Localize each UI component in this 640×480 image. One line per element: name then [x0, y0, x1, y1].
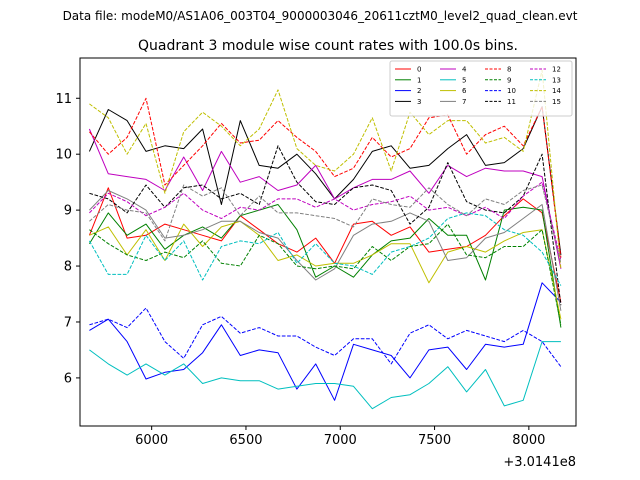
legend-label-4: 4 — [462, 66, 467, 74]
legend-label-15: 15 — [552, 98, 561, 106]
series-line-9 — [89, 223, 562, 325]
legend-label-13: 13 — [552, 76, 561, 84]
legend-label-3: 3 — [417, 98, 421, 106]
series-line-1 — [88, 204, 562, 328]
y-axis: 6 7 8 9 10 11 — [55, 92, 80, 386]
x-tick-label: 6000 — [135, 433, 168, 448]
x-axis: 6000 6500 7000 7500 8000 — [135, 426, 545, 448]
y-tick-label: 7 — [64, 315, 72, 330]
series-line-0 — [88, 187, 562, 303]
series-line-4 — [88, 128, 562, 269]
y-tick-label: 11 — [55, 92, 72, 107]
series-line-8 — [89, 97, 562, 258]
legend-label-8: 8 — [507, 66, 511, 74]
series-line-6 — [89, 220, 562, 320]
y-tick-label: 8 — [64, 260, 72, 275]
legend-label-9: 9 — [507, 76, 511, 84]
legend-label-0: 0 — [417, 66, 421, 74]
legend-label-10: 10 — [507, 87, 516, 95]
series-line-2 — [89, 282, 562, 401]
legend-label-2: 2 — [417, 87, 421, 95]
y-tick-label: 10 — [55, 148, 72, 163]
legend-label-11: 11 — [507, 98, 516, 106]
legend-label-6: 6 — [462, 87, 467, 95]
series-line-10 — [89, 307, 562, 367]
chart-title: Quadrant 3 module wise count rates with … — [138, 38, 518, 54]
legend-label-1: 1 — [417, 76, 421, 84]
x-tick-label: 7000 — [324, 433, 357, 448]
series-line-5 — [89, 341, 561, 410]
figure-suptitle: Data file: modeM0/AS1A06_003T04_90000030… — [63, 9, 578, 23]
y-tick-label: 9 — [64, 204, 72, 219]
x-tick-label: 8000 — [512, 433, 545, 448]
y-tick-label: 6 — [64, 371, 72, 386]
series-line-12 — [89, 181, 562, 261]
series-line-7 — [89, 190, 562, 311]
axes-frame — [79, 57, 577, 427]
series-line-14 — [89, 69, 562, 269]
series-line-3 — [88, 106, 562, 255]
series-layer — [88, 69, 562, 410]
x-tick-label: 6500 — [229, 433, 262, 448]
legend-label-12: 12 — [552, 66, 561, 74]
series-line-11 — [89, 145, 562, 306]
legend-box — [389, 60, 573, 117]
legend-label-14: 14 — [552, 87, 561, 95]
series-line-13 — [88, 212, 562, 286]
plot-area — [79, 57, 577, 427]
series-line-15 — [89, 184, 562, 264]
x-tick-label: 7500 — [418, 433, 451, 448]
legend-label-7: 7 — [462, 98, 466, 106]
legend-label-5: 5 — [462, 76, 466, 84]
x-offset-label: +3.0141e8 — [503, 455, 576, 470]
